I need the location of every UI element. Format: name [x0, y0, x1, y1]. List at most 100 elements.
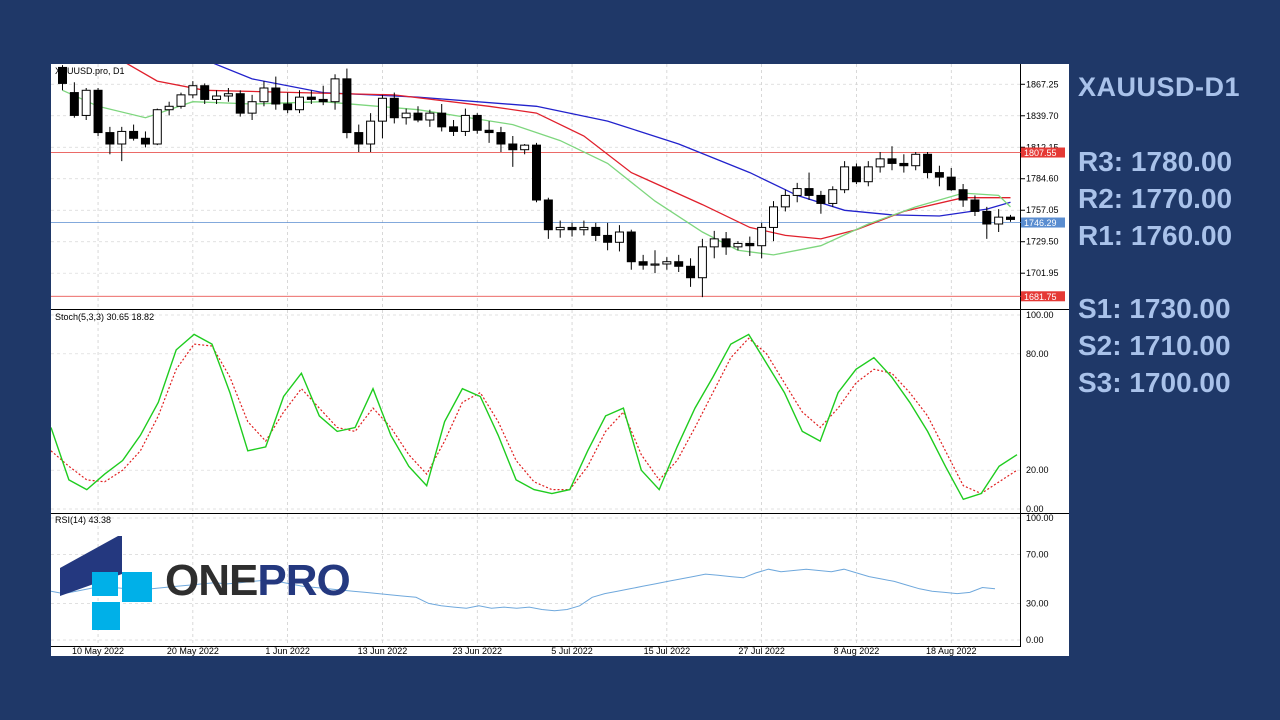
candle-body: [413, 112, 423, 121]
price-tag: [1021, 291, 1065, 302]
candle-body: [389, 97, 399, 119]
stoch-tick-label: 100.00: [1026, 310, 1054, 320]
candle-body: [697, 246, 707, 279]
x-axis-label: 10 May 2022: [72, 646, 124, 656]
x-axis-label: 15 Jul 2022: [644, 646, 691, 656]
candle-body: [863, 166, 873, 183]
candle-body: [532, 144, 541, 201]
rsi-line: [51, 568, 996, 612]
candle-body: [425, 112, 435, 121]
x-axis-label: 1 Jun 2022: [265, 646, 310, 656]
candle-body: [164, 105, 174, 111]
candle-body: [212, 95, 222, 100]
candle-body: [117, 130, 127, 145]
candle-body: [934, 172, 944, 178]
candle-body: [69, 92, 79, 116]
candle-body: [899, 162, 909, 167]
candle-body: [875, 158, 885, 168]
candle-body: [982, 210, 992, 225]
levels-panel: XAUUSD-D1 R3: 1780.00 R2: 1770.00 R1: 17…: [1078, 72, 1278, 401]
candle-body: [591, 226, 601, 236]
candle-body: [567, 226, 577, 231]
candle-body: [970, 199, 980, 212]
onepro-logo-mark: [60, 536, 152, 630]
candle-body: [769, 206, 778, 228]
candle-body: [105, 132, 115, 145]
candle-body: [342, 78, 352, 134]
stoch-tick-label: 0.00: [1026, 504, 1044, 514]
candle-body: [318, 98, 328, 103]
candle-body: [223, 93, 233, 97]
price-tick-label: 1757.05: [1026, 205, 1059, 215]
x-axis-label: 18 Aug 2022: [926, 646, 977, 656]
candle-body: [188, 85, 198, 96]
onepro-logo: ONEPRO: [60, 536, 370, 632]
rsi-tick-label: 70.00: [1026, 550, 1049, 560]
candle-body: [1006, 216, 1015, 220]
level-s1: S1: 1730.00: [1078, 293, 1231, 324]
moving-average-line: [213, 64, 1011, 217]
rsi-tick-label: 30.00: [1026, 598, 1049, 608]
candle-body: [745, 242, 755, 247]
stoch-tick-label: 20.00: [1026, 465, 1049, 475]
candle-body: [330, 78, 340, 103]
candle-body: [958, 189, 968, 201]
levels-symbol: XAUUSD-D1: [1078, 72, 1241, 102]
candle-body: [152, 109, 162, 145]
logo-one: ONE: [165, 556, 258, 605]
candle-body: [780, 194, 790, 208]
level-s2: S2: 1710.00: [1078, 330, 1231, 361]
price-tag-label: 1807.55: [1024, 148, 1057, 158]
candle-body: [176, 94, 186, 107]
price-tag-label: 1681.75: [1024, 292, 1057, 302]
candle-body: [674, 261, 684, 267]
candle-body: [81, 89, 91, 116]
candle-body: [460, 114, 470, 132]
candle-body: [733, 242, 743, 248]
onepro-logo-text: ONEPRO: [165, 556, 351, 606]
x-axis-label: 5 Jul 2022: [551, 646, 593, 656]
stoch-k-line: [51, 333, 1018, 501]
candle-body: [650, 263, 660, 266]
candle-body: [603, 234, 613, 243]
candle-body: [638, 261, 648, 266]
x-axis-label: 8 Aug 2022: [834, 646, 880, 656]
price-tick-label: 1839.70: [1026, 111, 1059, 121]
candle-body: [401, 112, 411, 119]
candle-body: [816, 194, 826, 204]
candle-body: [721, 238, 731, 248]
moving-average-line: [126, 64, 1011, 240]
stoch-label: Stoch(5,3,3) 30.65 18.82: [55, 312, 154, 322]
candle-body: [946, 176, 956, 191]
candle-body: [472, 114, 482, 131]
candle-body: [579, 226, 589, 231]
candle-body: [923, 153, 933, 174]
candle-body: [283, 103, 293, 111]
x-axis-label: 27 Jul 2022: [738, 646, 785, 656]
candle-body: [686, 265, 696, 279]
candle-body: [58, 66, 67, 84]
price-tick-label: 1867.25: [1026, 79, 1059, 89]
rsi-tick-label: 0.00: [1026, 635, 1044, 645]
candle-body: [828, 189, 838, 204]
candle-body: [543, 199, 553, 231]
candle-body: [93, 89, 103, 134]
rsi-label: RSI(14) 43.38: [55, 515, 111, 525]
candle-body: [354, 132, 364, 145]
candle-body: [662, 261, 672, 265]
candle-body: [757, 226, 767, 247]
price-tick-label: 1784.60: [1026, 174, 1059, 184]
x-axis-label: 13 Jun 2022: [358, 646, 408, 656]
candle-body: [295, 96, 304, 111]
candle-body: [496, 132, 506, 145]
price-tick-label: 1812.15: [1026, 142, 1059, 152]
candle-body: [140, 137, 150, 145]
moving-average-line: [62, 89, 1011, 256]
chart-svg: 10 May 2022 20 May 2022 1 Jun 2022 13 Jun 2…: [51, 64, 1069, 656]
chart-frame: 10 May 2022 20 May 2022 1 Jun 2022 13 Jun 2…: [51, 64, 1069, 656]
level-r2: R2: 1770.00: [1078, 183, 1233, 214]
candle-body: [709, 238, 719, 248]
price-tag: [1021, 147, 1065, 158]
candle-body: [377, 97, 387, 122]
candle-body: [235, 93, 245, 114]
